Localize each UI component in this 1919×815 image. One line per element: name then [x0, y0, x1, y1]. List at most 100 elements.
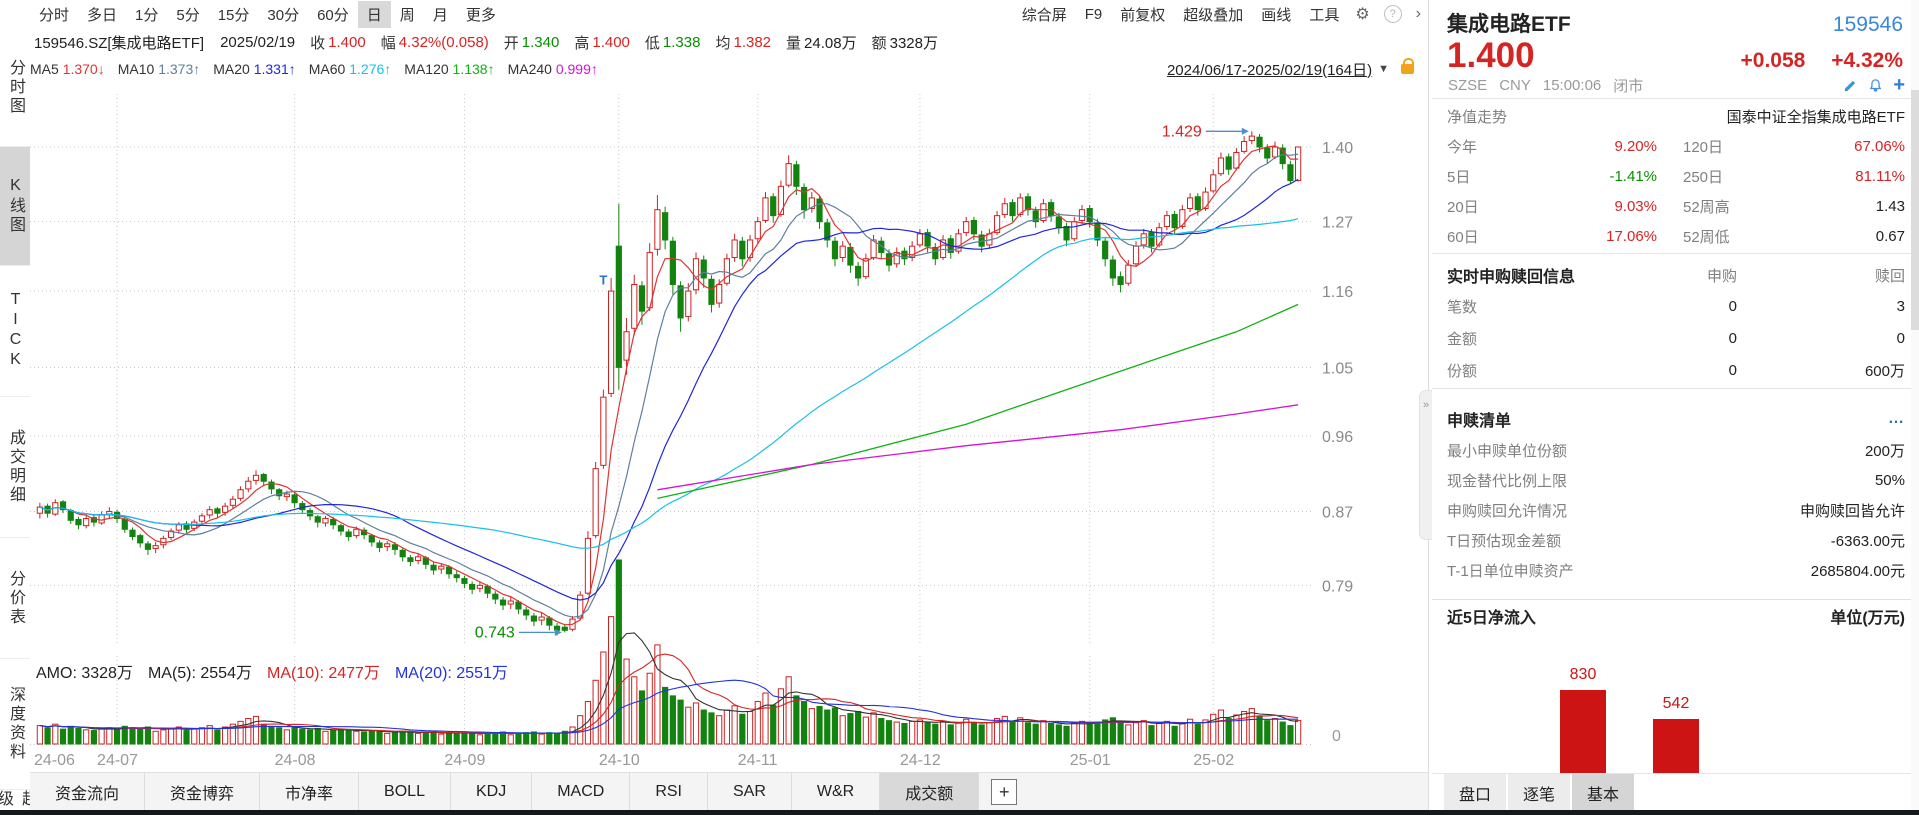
- net-inflow-bar-0: [1560, 690, 1606, 773]
- instrument-code: 159546: [1832, 13, 1903, 36]
- tab-multiday[interactable]: 多日: [87, 6, 118, 24]
- button-tools[interactable]: 工具: [1309, 6, 1340, 24]
- panel-collapse-handle[interactable]: »: [1419, 390, 1432, 540]
- button-draw-line[interactable]: 画线: [1261, 6, 1292, 24]
- volume-legend-row: AMO: 3328万 MA(5): 2554万 MA(10): 2477万 MA(20…: [36, 659, 508, 683]
- ma-item-ma20: MA20 1.331↑: [213, 61, 296, 77]
- date-range-text[interactable]: 2024/06/17-2025/02/19(164日): [1166, 61, 1373, 79]
- tab-week[interactable]: 周: [399, 6, 415, 24]
- tab-15min[interactable]: 15分: [217, 6, 250, 24]
- more-button[interactable]: …: [1888, 410, 1905, 427]
- ma-item-ma60: MA60 1.276↑: [309, 61, 392, 77]
- row-label: 金额: [1447, 330, 1478, 348]
- svg-text:0.87: 0.87: [1322, 504, 1353, 521]
- net-inflow-title: 近5日净流入: [1447, 610, 1536, 627]
- date-range-selector[interactable]: 2024/06/17-2025/02/19(164日) ▼: [1166, 58, 1414, 80]
- field-label-5: 均: [715, 34, 731, 52]
- indicator-tab-KDJ[interactable]: KDJ: [451, 773, 533, 811]
- tab-day[interactable]: 日: [357, 0, 391, 28]
- button-f9[interactable]: F9: [1084, 5, 1103, 23]
- perf-value: 1.43: [1875, 197, 1905, 215]
- field-label-3: 高: [574, 34, 590, 52]
- sidebar-item-trade-detail[interactable]: 成交明细: [0, 397, 30, 538]
- ma-value: 1.138↑: [452, 61, 495, 77]
- alert-icon[interactable]: [1868, 78, 1883, 93]
- lock-icon[interactable]: [1401, 58, 1414, 74]
- perf-value: 0.67: [1875, 227, 1905, 245]
- indicator-tab-MACD[interactable]: MACD: [532, 773, 631, 811]
- net-inflow-unit: 单位(万元): [1830, 610, 1905, 627]
- settings-icon[interactable]: ⚙: [1355, 6, 1370, 23]
- tab-tick-by-tick[interactable]: 逐笔: [1508, 774, 1570, 811]
- column-redeem: 赎回: [1874, 267, 1905, 285]
- svg-text:T: T: [599, 272, 607, 287]
- tab-30min[interactable]: 30分: [267, 6, 300, 24]
- button-composite-screen[interactable]: 综合屏: [1021, 6, 1067, 24]
- perf-value: 67.06%: [1854, 137, 1905, 155]
- kline-chart[interactable]: 1.40 1.27 1.16 1.05 0.96 0.87 0.79 1.429 0.743 T: [30, 84, 1428, 650]
- sidebar-item-price-table[interactable]: 分价表: [0, 538, 30, 659]
- price-change-pct: +4.32%: [1831, 49, 1903, 72]
- pcf-row-2: 申购赎回允许情况 申购赎回皆允许: [1432, 495, 1919, 525]
- edit-icon[interactable]: [1843, 78, 1858, 93]
- field-label-0: 收: [310, 34, 326, 52]
- quote-date: 2025/02/19: [220, 33, 296, 51]
- field-value-5: 1.382: [733, 33, 772, 51]
- perf-label: 5日: [1447, 168, 1471, 186]
- volume-legend-3: MA(20): 2551万: [394, 665, 508, 682]
- net-inflow-chart: 830 542: [1432, 640, 1919, 773]
- row-value: 200万: [1864, 442, 1905, 460]
- svg-text:0.96: 0.96: [1322, 429, 1353, 446]
- ma-label: MA5: [30, 61, 63, 77]
- perf-row-2: 20日 9.03% 52周高 1.43: [1432, 191, 1919, 221]
- help-icon[interactable]: ?: [1383, 5, 1402, 23]
- field-label-4: 低: [644, 34, 660, 52]
- perf-row-1: 5日 -1.41% 250日 81.11%: [1432, 161, 1919, 191]
- ma-label: MA240: [507, 61, 556, 77]
- pcf-list-title: 申赎清单: [1447, 413, 1512, 430]
- row-label: 份额: [1447, 362, 1478, 380]
- sidebar-item-tick[interactable]: TICK: [0, 266, 30, 397]
- indicator-tab-市净率[interactable]: 市净率: [260, 773, 360, 811]
- row-label: 最小申赎单位份额: [1447, 442, 1568, 460]
- perf-label: 今年: [1447, 138, 1478, 156]
- ma-label: MA20: [213, 61, 254, 77]
- add-icon[interactable]: +: [1893, 74, 1905, 96]
- tab-month[interactable]: 月: [432, 6, 448, 24]
- field-label-1: 幅: [380, 34, 396, 52]
- svg-text:1.05: 1.05: [1322, 360, 1353, 377]
- panel-scrollbar[interactable]: [1911, 0, 1919, 815]
- add-indicator-button[interactable]: +: [991, 779, 1018, 805]
- tab-5min[interactable]: 5分: [176, 6, 200, 24]
- indicator-tab-SAR[interactable]: SAR: [708, 773, 792, 811]
- tab-order-book[interactable]: 盘口: [1444, 774, 1506, 811]
- tab-basic[interactable]: 基本: [1572, 774, 1634, 811]
- x-label-24-12: 24-12: [899, 752, 941, 769]
- tab-minute[interactable]: 分时: [39, 6, 70, 24]
- scrollbar-thumb[interactable]: [1911, 90, 1919, 330]
- tab-60min[interactable]: 60分: [317, 6, 349, 24]
- x-label-24-10: 24-10: [598, 752, 640, 769]
- indicator-tab-W&R[interactable]: W&R: [792, 773, 881, 811]
- market-status: 闭市: [1613, 77, 1644, 95]
- indicator-tab-资金流向[interactable]: 资金流向: [30, 773, 146, 811]
- indicator-tab-资金博弈[interactable]: 资金博弈: [145, 773, 261, 811]
- sidebar-item-depth-info[interactable]: 深度资料: [0, 659, 30, 790]
- sidebar-item-minute-chart[interactable]: 分时图: [0, 28, 30, 147]
- x-label-24-09: 24-09: [444, 752, 486, 769]
- tab-more[interactable]: 更多: [465, 6, 496, 24]
- field-label-2: 开: [503, 34, 519, 52]
- field-value-6: 24.08万: [804, 34, 857, 52]
- indicator-tab-BOLL[interactable]: BOLL: [359, 773, 451, 811]
- tab-1min[interactable]: 1分: [135, 6, 159, 24]
- expand-icon[interactable]: ›: [1415, 5, 1421, 22]
- sidebar-item-kline-chart[interactable]: K线图: [0, 147, 30, 266]
- period-tabs: 分时 多日 1分 5分 15分 30分 60分日周月更多: [30, 0, 505, 28]
- indicator-tab-RSI[interactable]: RSI: [630, 773, 708, 811]
- button-super-overlay[interactable]: 超级叠加: [1183, 6, 1244, 24]
- indicator-tab-成交额[interactable]: 成交额: [880, 773, 980, 811]
- net-inflow-value-1: 542: [1662, 694, 1690, 712]
- button-forward-adjust[interactable]: 前复权: [1120, 6, 1166, 24]
- panel-tabs: 盘口 逐笔 基本: [1432, 773, 1919, 811]
- chevron-down-icon[interactable]: ▼: [1378, 63, 1389, 75]
